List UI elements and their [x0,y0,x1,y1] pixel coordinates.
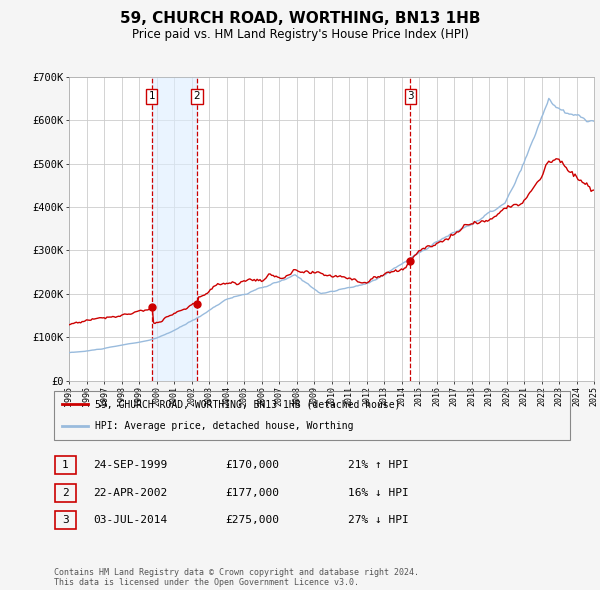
Text: £177,000: £177,000 [225,488,279,497]
Text: 59, CHURCH ROAD, WORTHING, BN13 1HB: 59, CHURCH ROAD, WORTHING, BN13 1HB [120,11,480,25]
Text: 21% ↑ HPI: 21% ↑ HPI [348,460,409,470]
Text: 24-SEP-1999: 24-SEP-1999 [93,460,167,470]
Text: HPI: Average price, detached house, Worthing: HPI: Average price, detached house, Wort… [95,421,354,431]
Text: £275,000: £275,000 [225,516,279,525]
Text: 27% ↓ HPI: 27% ↓ HPI [348,516,409,525]
Text: 59, CHURCH ROAD, WORTHING, BN13 1HB (detached house): 59, CHURCH ROAD, WORTHING, BN13 1HB (det… [95,399,401,409]
Text: £170,000: £170,000 [225,460,279,470]
Text: 16% ↓ HPI: 16% ↓ HPI [348,488,409,497]
Text: 1: 1 [148,91,155,101]
Text: 22-APR-2002: 22-APR-2002 [93,488,167,497]
Text: Contains HM Land Registry data © Crown copyright and database right 2024.
This d: Contains HM Land Registry data © Crown c… [54,568,419,587]
Text: 2: 2 [194,91,200,101]
Text: 1: 1 [62,460,69,470]
Text: 3: 3 [407,91,413,101]
Text: Price paid vs. HM Land Registry's House Price Index (HPI): Price paid vs. HM Land Registry's House … [131,28,469,41]
Text: 03-JUL-2014: 03-JUL-2014 [93,516,167,525]
Text: 2: 2 [62,488,69,497]
Bar [152,77,197,381]
Text: 3: 3 [62,516,69,525]
